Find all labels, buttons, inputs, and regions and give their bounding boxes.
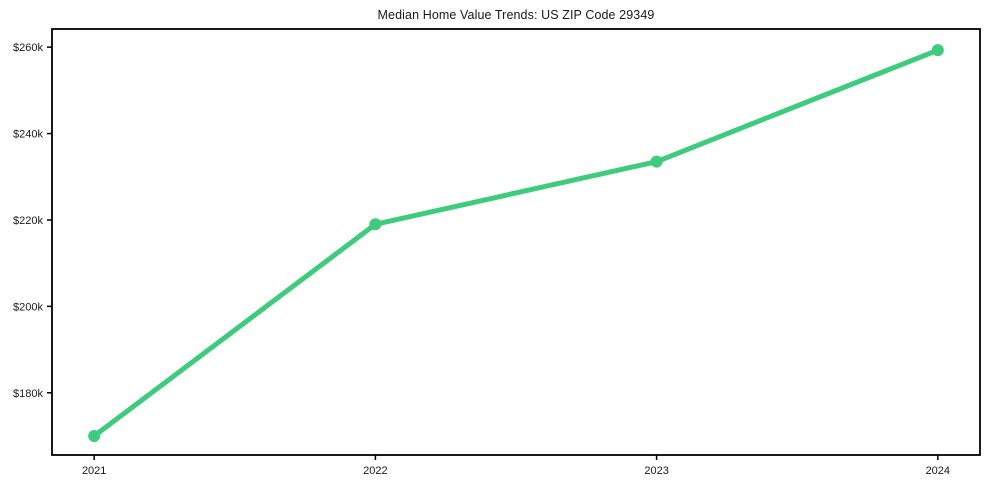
data-point-2022 (369, 218, 382, 231)
data-point-2021 (88, 429, 101, 442)
y-tick-label: $240k (13, 129, 43, 141)
chart-title: Median Home Value Trends: US ZIP Code 29… (377, 8, 655, 22)
x-tick-label: 2023 (644, 465, 668, 477)
plot-border (51, 28, 981, 456)
data-point-2023 (650, 155, 663, 168)
y-tick-label: $180k (13, 388, 43, 400)
x-tick-label: 2021 (82, 465, 106, 477)
data-point-2024 (931, 44, 944, 57)
x-tick-label: 2024 (926, 465, 950, 477)
y-tick-label: $260k (13, 42, 43, 54)
trend-line (91, 47, 941, 439)
y-tick-label: $200k (13, 301, 43, 313)
x-tick-label: 2022 (363, 465, 387, 477)
y-tick-label: $220k (13, 215, 43, 227)
